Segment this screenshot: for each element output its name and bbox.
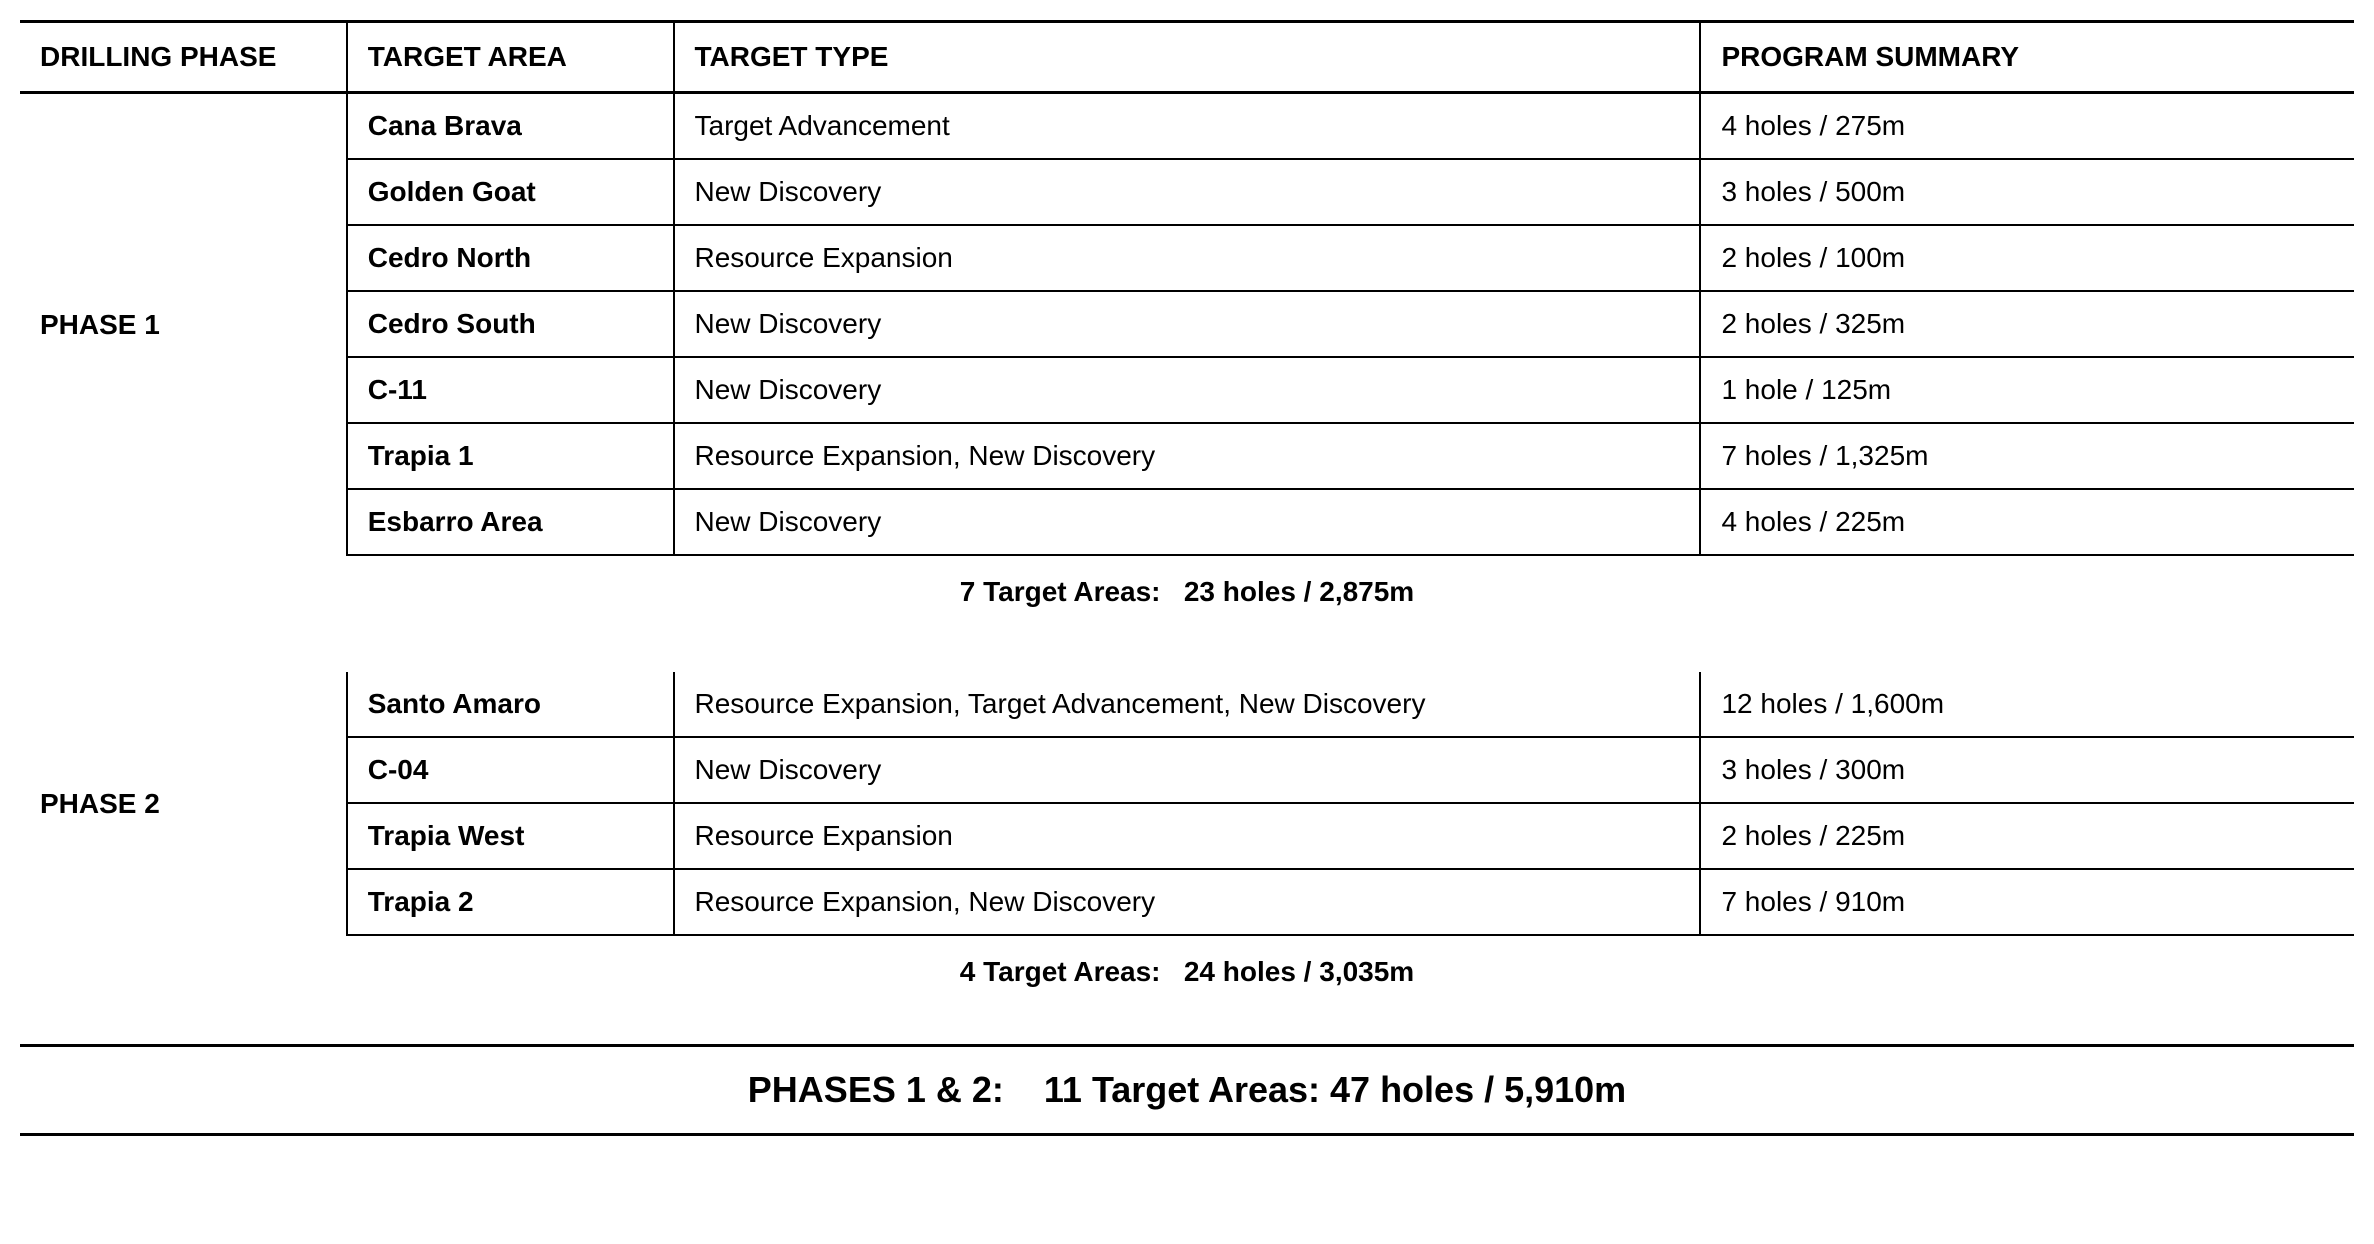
type-cell: Resource Expansion, New Discovery — [674, 423, 1701, 489]
table-row: C-04 New Discovery 3 holes / 300m — [20, 737, 2354, 803]
phase-subtotal: 4 Target Areas: 24 holes / 3,035m — [20, 935, 2354, 1024]
summary-cell: 4 holes / 225m — [1700, 489, 2354, 555]
table-row: PHASE 1 Cana Brava Target Advancement 4 … — [20, 93, 2354, 160]
table-row: Cedro South New Discovery 2 holes / 325m — [20, 291, 2354, 357]
summary-cell: 3 holes / 500m — [1700, 159, 2354, 225]
phase-subtotal-row: 4 Target Areas: 24 holes / 3,035m — [20, 935, 2354, 1024]
area-cell: Cedro South — [347, 291, 674, 357]
phase-subtotal-row: 7 Target Areas: 23 holes / 2,875m — [20, 555, 2354, 644]
header-type: TARGET TYPE — [674, 22, 1701, 93]
subtotal-text: 4 Target Areas: 24 holes / 3,035m — [960, 956, 1414, 988]
area-cell: Golden Goat — [347, 159, 674, 225]
area-cell: C-04 — [347, 737, 674, 803]
phase-subtotal: 7 Target Areas: 23 holes / 2,875m — [20, 555, 2354, 644]
summary-cell: 4 holes / 275m — [1700, 93, 2354, 160]
table-row: C-11 New Discovery 1 hole / 125m — [20, 357, 2354, 423]
type-cell: Target Advancement — [674, 93, 1701, 160]
table-row: PHASE 2 Santo Amaro Resource Expansion, … — [20, 672, 2354, 737]
area-cell: Cedro North — [347, 225, 674, 291]
type-cell: New Discovery — [674, 737, 1701, 803]
grand-total-section: PHASES 1 & 2: 11 Target Areas: 47 holes … — [20, 1044, 2354, 1136]
drilling-program-table: DRILLING PHASE TARGET AREA TARGET TYPE P… — [20, 20, 2354, 1136]
summary-cell: 2 holes / 325m — [1700, 291, 2354, 357]
type-cell: New Discovery — [674, 489, 1701, 555]
table-row: Trapia 1 Resource Expansion, New Discove… — [20, 423, 2354, 489]
area-cell: Santo Amaro — [347, 672, 674, 737]
type-cell: Resource Expansion, New Discovery — [674, 869, 1701, 935]
spacer-row — [20, 644, 2354, 672]
area-cell: C-11 — [347, 357, 674, 423]
phase-label: PHASE 1 — [20, 93, 347, 556]
header-phase: DRILLING PHASE — [20, 22, 347, 93]
table-row: Esbarro Area New Discovery 4 holes / 225… — [20, 489, 2354, 555]
area-cell: Trapia 2 — [347, 869, 674, 935]
phase-label: PHASE 2 — [20, 672, 347, 935]
summary-cell: 3 holes / 300m — [1700, 737, 2354, 803]
header-summary: PROGRAM SUMMARY — [1700, 22, 2354, 93]
table-row: Trapia 2 Resource Expansion, New Discove… — [20, 869, 2354, 935]
subtotal-text: 7 Target Areas: 23 holes / 2,875m — [960, 576, 1414, 608]
summary-cell: 2 holes / 100m — [1700, 225, 2354, 291]
summary-cell: 2 holes / 225m — [1700, 803, 2354, 869]
type-cell: Resource Expansion — [674, 225, 1701, 291]
type-cell: New Discovery — [674, 291, 1701, 357]
summary-cell: 1 hole / 125m — [1700, 357, 2354, 423]
summary-cell: 12 holes / 1,600m — [1700, 672, 2354, 737]
summary-cell: 7 holes / 910m — [1700, 869, 2354, 935]
table-body: PHASE 1 Cana Brava Target Advancement 4 … — [20, 93, 2354, 1025]
summary-cell: 7 holes / 1,325m — [1700, 423, 2354, 489]
type-cell: Resource Expansion, Target Advancement, … — [674, 672, 1701, 737]
area-cell: Trapia West — [347, 803, 674, 869]
data-table: DRILLING PHASE TARGET AREA TARGET TYPE P… — [20, 20, 2354, 1024]
type-cell: New Discovery — [674, 159, 1701, 225]
area-cell: Cana Brava — [347, 93, 674, 160]
table-row: Golden Goat New Discovery 3 holes / 500m — [20, 159, 2354, 225]
area-cell: Trapia 1 — [347, 423, 674, 489]
table-row: Cedro North Resource Expansion 2 holes /… — [20, 225, 2354, 291]
type-cell: Resource Expansion — [674, 803, 1701, 869]
area-cell: Esbarro Area — [347, 489, 674, 555]
grand-total: PHASES 1 & 2: 11 Target Areas: 47 holes … — [20, 1044, 2354, 1136]
table-row: Trapia West Resource Expansion 2 holes /… — [20, 803, 2354, 869]
header-row: DRILLING PHASE TARGET AREA TARGET TYPE P… — [20, 22, 2354, 93]
type-cell: New Discovery — [674, 357, 1701, 423]
header-area: TARGET AREA — [347, 22, 674, 93]
